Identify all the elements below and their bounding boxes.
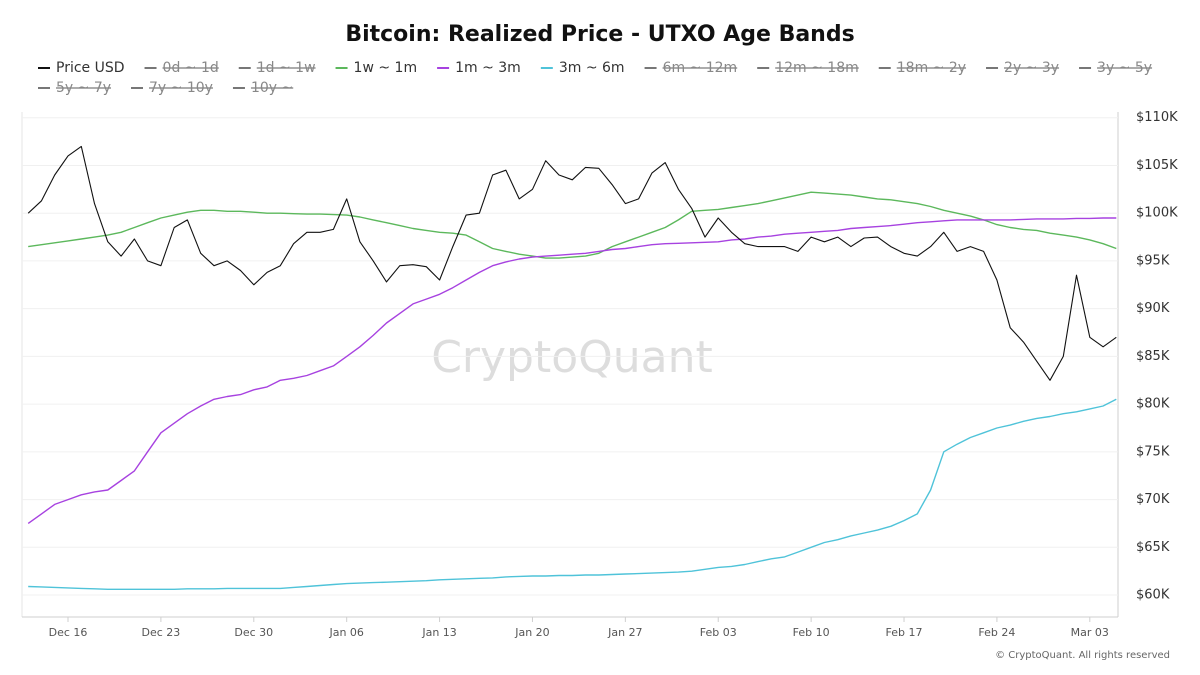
legend-item: 5y ~ 7y: [38, 80, 111, 96]
watermark: CryptoQuant: [431, 332, 713, 383]
legend-label: 3y ~ 5y: [1097, 60, 1152, 76]
x-tick-label: Mar 03: [1071, 626, 1109, 639]
series-line: [28, 191, 1117, 259]
legend-label: 3m ~ 6m: [559, 60, 625, 76]
legend-label: 10y ~: [251, 80, 293, 96]
x-tick-label: Jan 20: [514, 626, 549, 639]
legend-item: 18m ~ 2y: [878, 60, 966, 76]
y-tick-label: $60K: [1136, 588, 1170, 603]
legend-item: 10y ~: [232, 80, 293, 96]
chart-title: Bitcoin: Realized Price - UTXO Age Bands: [345, 22, 854, 47]
y-tick-label: $90K: [1136, 301, 1170, 316]
series-line: [28, 398, 1117, 590]
legend-item: Price USD: [38, 60, 125, 76]
series-line: [27, 145, 1117, 381]
y-tick-label: $80K: [1136, 397, 1170, 412]
x-tick-label: Feb 03: [700, 626, 737, 639]
legend-item: 0d ~ 1d: [144, 60, 219, 76]
legend-label: 1m ~ 3m: [455, 60, 521, 76]
x-tick-label: Jan 27: [607, 626, 642, 639]
legend-label: 2y ~ 3y: [1004, 60, 1059, 76]
x-tick-label: Feb 10: [793, 626, 830, 639]
x-tick-label: Feb 17: [886, 626, 923, 639]
y-tick-label: $95K: [1136, 253, 1170, 268]
x-tick-label: Dec 23: [142, 626, 181, 639]
y-tick-label: $85K: [1136, 349, 1170, 364]
source-note: © CryptoQuant. All rights reserved: [995, 650, 1170, 661]
legend-label: 6m ~ 12m: [663, 60, 738, 76]
legend-item: 6m ~ 12m: [644, 60, 738, 76]
legend-item: 12m ~ 18m: [757, 60, 859, 76]
legend-label: 0d ~ 1d: [163, 60, 219, 76]
y-tick-label: $75K: [1136, 444, 1170, 459]
series-line: [27, 217, 1117, 524]
y-tick-label: $110K: [1136, 110, 1178, 125]
legend-label: 12m ~ 18m: [775, 60, 859, 76]
legend-item: 1m ~ 3m: [437, 60, 521, 76]
x-tick-label: Feb 24: [978, 626, 1015, 639]
legend-item: 3m ~ 6m: [540, 60, 625, 76]
legend-label: 5y ~ 7y: [56, 80, 111, 96]
x-tick-label: Jan 06: [328, 626, 363, 639]
x-tick-label: Jan 13: [421, 626, 456, 639]
legend-item: 1w ~ 1m: [335, 60, 418, 76]
legend-item: 1d ~ 1w: [238, 60, 316, 76]
y-tick-label: $70K: [1136, 492, 1170, 507]
legend-label: 1d ~ 1w: [257, 60, 316, 76]
y-tick-label: $100K: [1136, 206, 1178, 221]
legend-item: 2y ~ 3y: [986, 60, 1059, 76]
legend-label: 18m ~ 2y: [897, 60, 966, 76]
legend-label: 1w ~ 1m: [354, 60, 418, 76]
legend-label: Price USD: [56, 60, 125, 76]
legend-label: 7y ~ 10y: [149, 80, 213, 96]
x-tick-label: Dec 16: [49, 626, 88, 639]
legend-item: 7y ~ 10y: [131, 80, 213, 96]
y-tick-label: $65K: [1136, 540, 1170, 555]
x-tick-label: Dec 30: [234, 626, 273, 639]
legend-item: 3y ~ 5y: [1079, 60, 1152, 76]
y-tick-label: $105K: [1136, 158, 1178, 173]
